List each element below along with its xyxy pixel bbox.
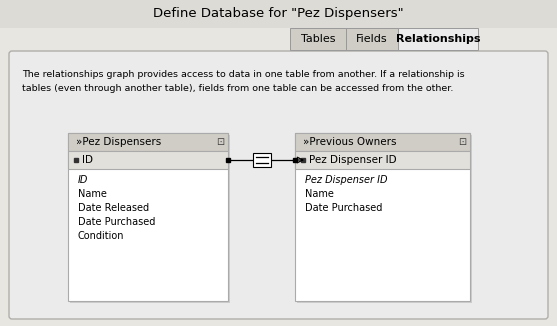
Text: Date Purchased: Date Purchased: [305, 203, 382, 213]
Text: Pez Dispenser ID: Pez Dispenser ID: [309, 155, 397, 165]
Text: ID: ID: [82, 155, 93, 165]
Bar: [68, 133, 228, 301]
Text: tables (even through another table), fields from one table can be accessed from : tables (even through another table), fie…: [22, 84, 453, 93]
Text: Condition: Condition: [78, 231, 125, 241]
Bar: [295, 151, 470, 169]
Text: »Pez Dispensers: »Pez Dispensers: [76, 137, 161, 147]
Text: ⊡: ⊡: [458, 137, 466, 147]
Bar: [346, 28, 398, 50]
Text: The relationships graph provides access to data in one table from another. If a : The relationships graph provides access …: [22, 70, 465, 79]
Text: Define Database for "Pez Dispensers": Define Database for "Pez Dispensers": [153, 7, 404, 21]
Bar: [295, 133, 470, 151]
Bar: [68, 151, 228, 169]
Bar: [297, 135, 472, 303]
Text: Fields: Fields: [356, 34, 388, 44]
Text: Pez Dispenser ID: Pez Dispenser ID: [305, 175, 388, 185]
FancyBboxPatch shape: [9, 51, 548, 319]
Text: Relationships: Relationships: [396, 34, 480, 44]
Bar: [252, 153, 271, 167]
Bar: [0, 0, 557, 28]
Bar: [290, 28, 346, 50]
Text: Tables: Tables: [301, 34, 335, 44]
Bar: [398, 28, 478, 50]
Bar: [295, 133, 470, 301]
Text: ⊡: ⊡: [216, 137, 224, 147]
Text: Date Released: Date Released: [78, 203, 149, 213]
Text: Date Purchased: Date Purchased: [78, 217, 155, 227]
Bar: [68, 133, 228, 151]
Text: »Previous Owners: »Previous Owners: [303, 137, 397, 147]
Text: Name: Name: [305, 189, 334, 199]
Text: Name: Name: [78, 189, 107, 199]
Text: ID: ID: [78, 175, 89, 185]
Bar: [70, 135, 230, 303]
